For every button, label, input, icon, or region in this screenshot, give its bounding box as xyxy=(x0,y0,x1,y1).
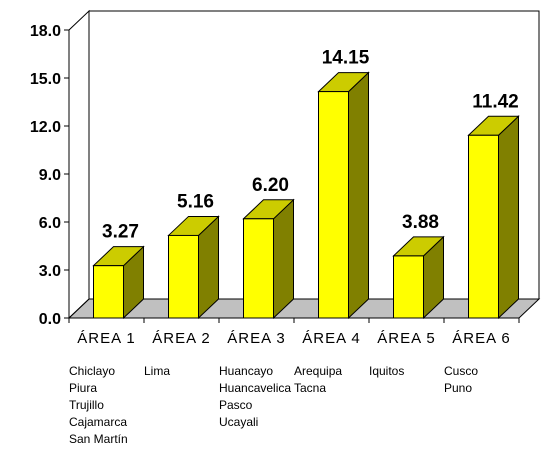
city-label: Puno xyxy=(444,381,472,395)
bar xyxy=(92,245,145,320)
bar xyxy=(467,115,520,320)
city-label: Pasco xyxy=(219,398,253,412)
city-label: Chiclayo xyxy=(69,364,115,378)
bar xyxy=(242,198,295,320)
city-label: Cajamarca xyxy=(69,415,127,429)
x-category-label: ÁREA 5 xyxy=(377,330,436,347)
y-tick-label: 12.0 xyxy=(30,119,61,136)
data-label: 11.42 xyxy=(472,91,519,112)
bar-front-face xyxy=(393,255,424,319)
city-label: Huancayo xyxy=(219,364,273,378)
x-category-label: ÁREA 2 xyxy=(152,330,211,347)
y-tick-label: 9.0 xyxy=(39,167,61,184)
y-tick-label: 15.0 xyxy=(30,71,61,88)
bar xyxy=(392,235,445,320)
city-label: Lima xyxy=(144,364,170,378)
data-label: 3.88 xyxy=(402,212,439,233)
data-label: 14.15 xyxy=(322,48,370,69)
bar-side-face xyxy=(273,198,294,320)
bar-front-face xyxy=(168,234,199,319)
y-axis-wall xyxy=(68,9,90,320)
bar xyxy=(317,71,370,320)
bar-side-face xyxy=(498,115,519,320)
y-tick-label: 6.0 xyxy=(39,215,61,232)
data-label: 6.20 xyxy=(252,175,289,196)
y-tick-label: 3.0 xyxy=(39,263,61,280)
city-label: Ucayali xyxy=(219,415,258,429)
y-tick-label: 18.0 xyxy=(30,23,61,40)
x-category-label: ÁREA 6 xyxy=(452,330,511,347)
data-label: 3.27 xyxy=(102,222,139,243)
bar-front-face xyxy=(318,91,349,319)
bar xyxy=(167,215,220,320)
city-label: Huancavelica xyxy=(219,381,291,395)
bar-side-face xyxy=(348,71,369,320)
city-label: Tacna xyxy=(294,381,326,395)
x-category-label: ÁREA 4 xyxy=(302,330,361,347)
y-tick-label: 0.0 xyxy=(39,311,61,328)
city-label: San Martín xyxy=(69,432,128,446)
city-label: Cusco xyxy=(444,364,478,378)
city-label: Piura xyxy=(69,381,97,395)
x-category-label: ÁREA 3 xyxy=(227,330,286,347)
bar-front-face xyxy=(468,134,499,319)
city-label: Trujillo xyxy=(69,398,104,412)
city-label: Arequipa xyxy=(294,364,342,378)
bar-front-face xyxy=(243,218,274,319)
data-label: 5.16 xyxy=(177,191,214,212)
x-category-label: ÁREA 1 xyxy=(77,330,136,347)
bar-front-face xyxy=(93,265,124,319)
city-label: Iquitos xyxy=(369,364,404,378)
